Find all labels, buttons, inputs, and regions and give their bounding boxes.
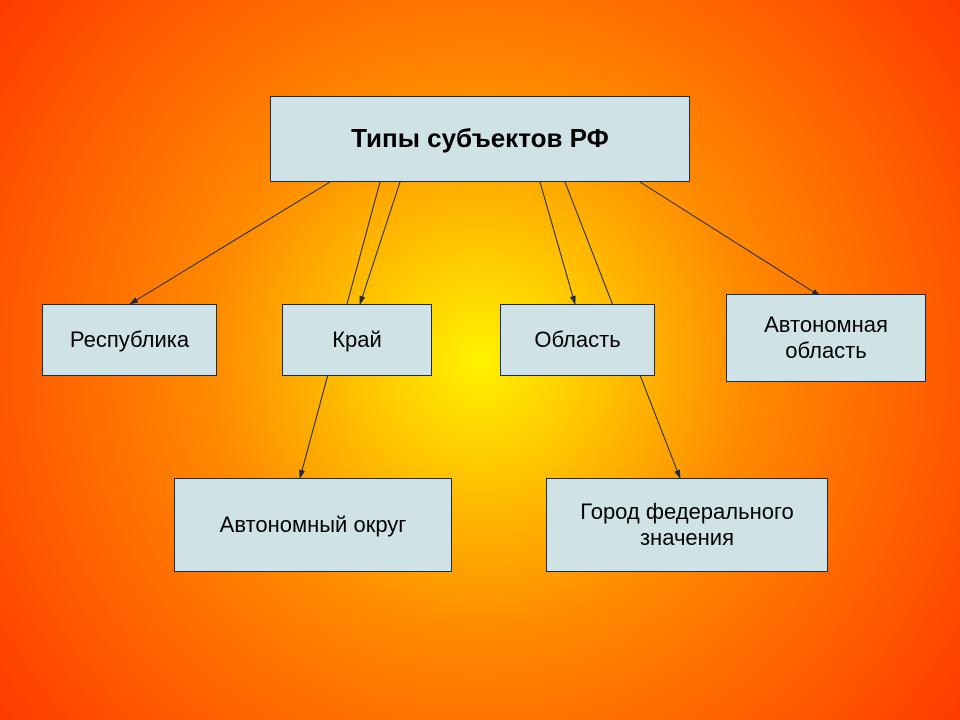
node-label: Республика: [70, 327, 189, 353]
node-row1-3: Автономная область: [726, 294, 926, 382]
edge-0: [130, 182, 330, 304]
node-row2-1: Город федерального значения: [546, 478, 828, 572]
node-label: Автономный округ: [220, 512, 407, 538]
edge-2: [540, 182, 575, 304]
node-label: Автономная область: [727, 312, 925, 365]
node-row1-1: Край: [282, 304, 432, 376]
node-row1-2: Область: [500, 304, 655, 376]
root-node: Типы субъектов РФ: [270, 96, 690, 182]
node-label: Край: [332, 327, 382, 353]
diagram-canvas: Типы субъектов РФ Республика Край Область А…: [0, 0, 960, 720]
node-row1-0: Республика: [42, 304, 217, 376]
node-label: Область: [534, 327, 620, 353]
node-row2-0: Автономный округ: [174, 478, 452, 572]
edge-1: [360, 182, 400, 304]
edge-3: [640, 182, 820, 296]
root-label: Типы субъектов РФ: [351, 123, 609, 154]
node-label: Город федерального значения: [547, 499, 827, 552]
